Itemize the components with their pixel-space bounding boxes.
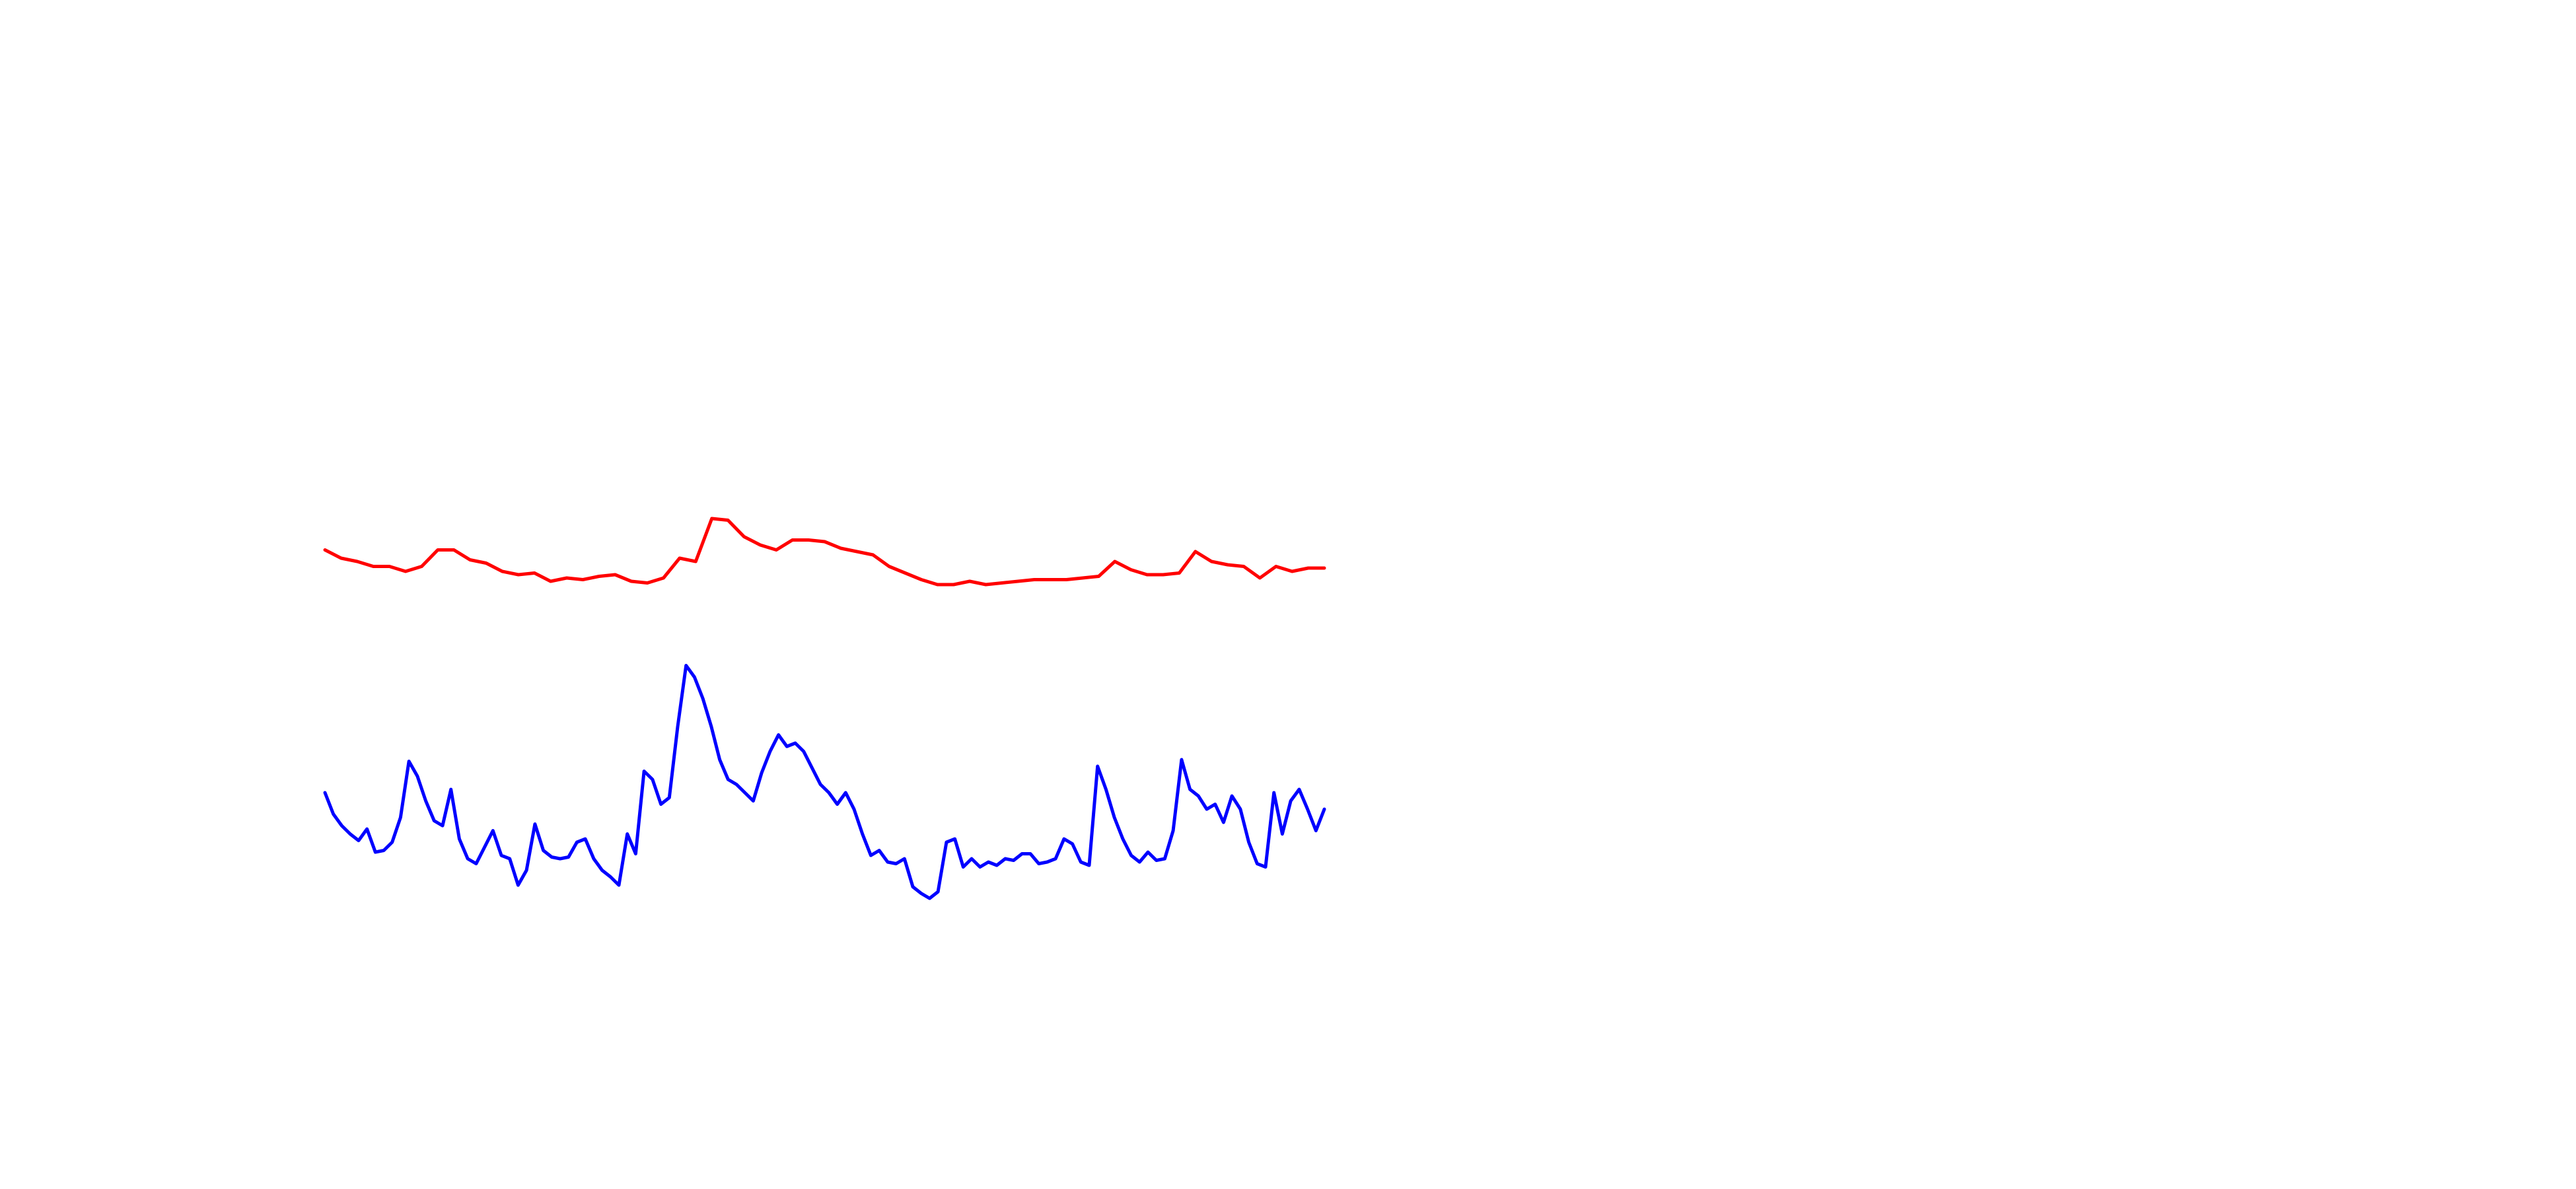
- data-line: [323, 664, 1326, 900]
- data-line: [323, 517, 1326, 587]
